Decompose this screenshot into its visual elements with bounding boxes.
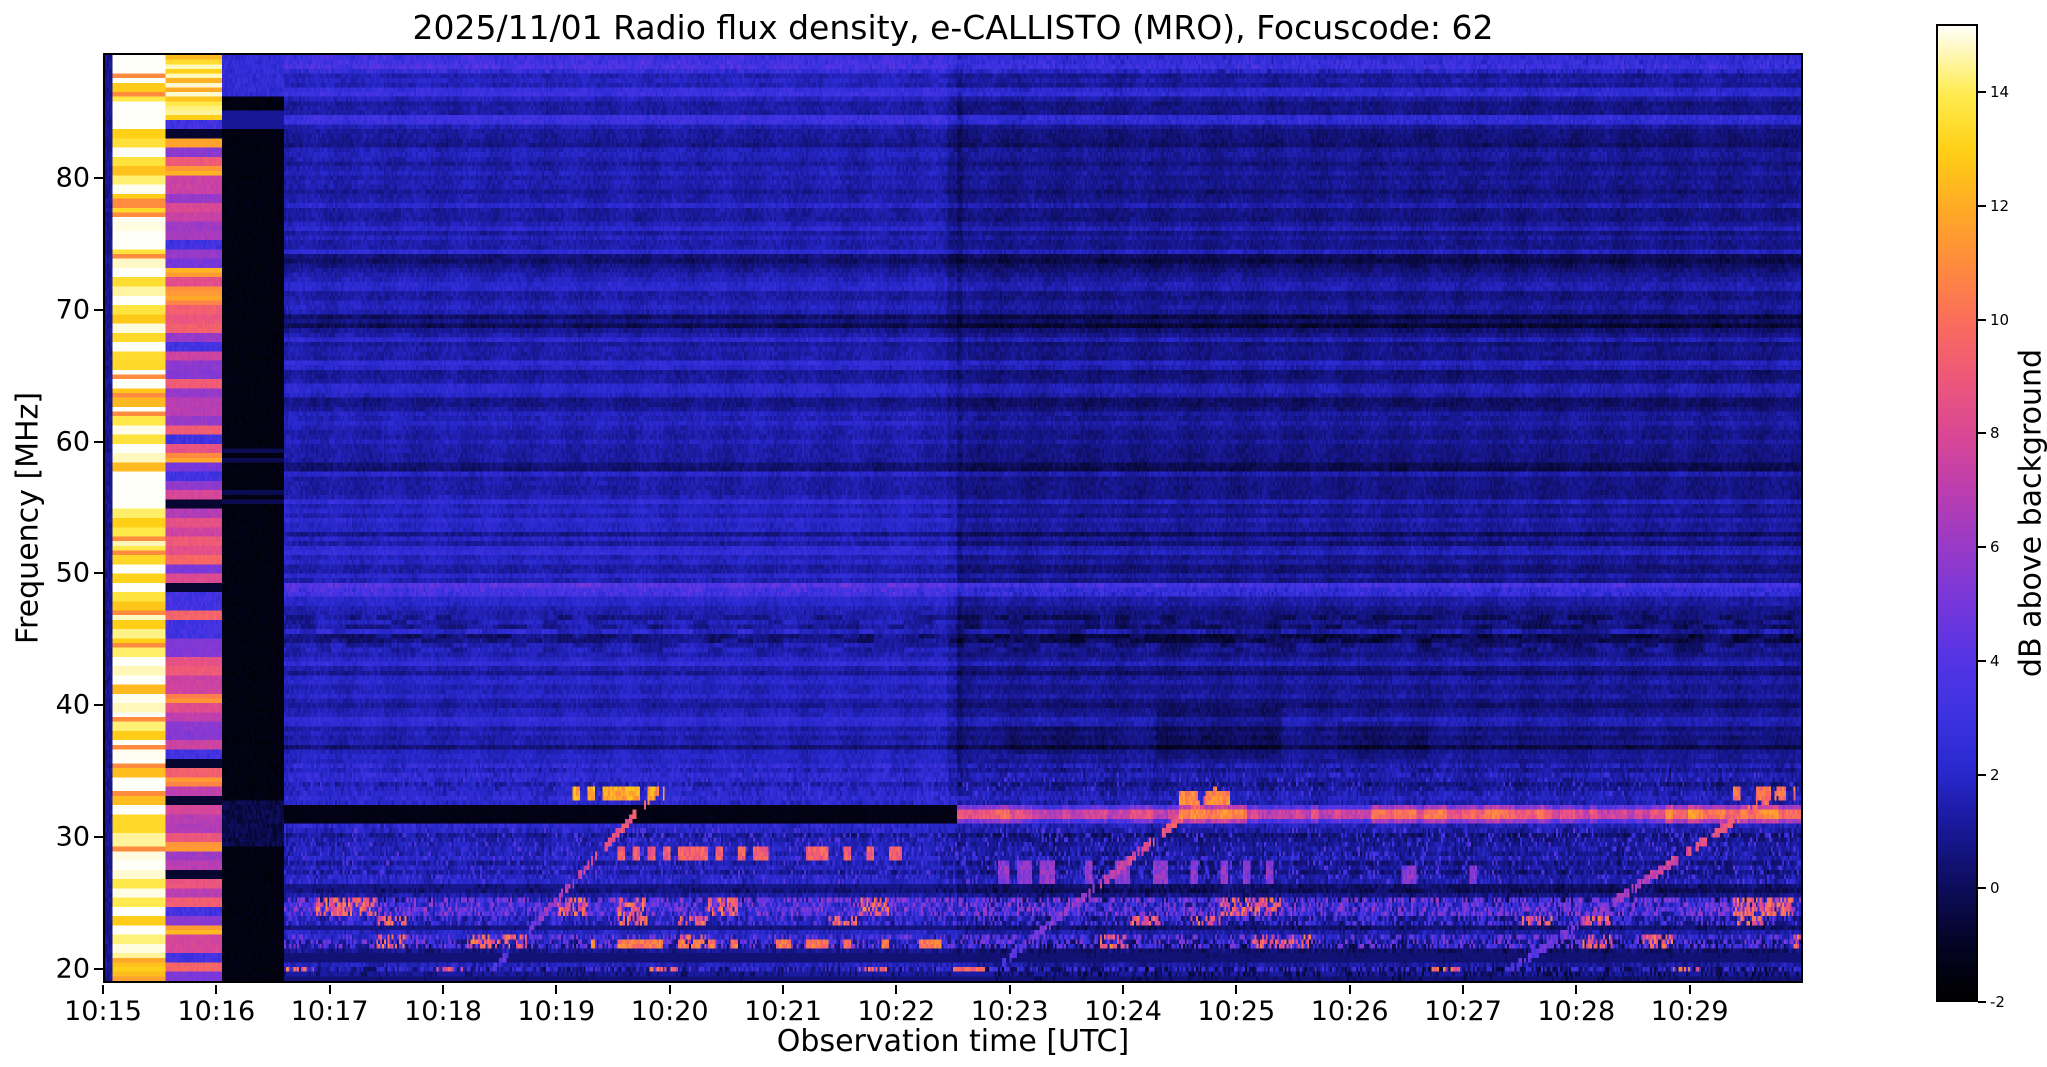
x-tick-mark [668, 985, 671, 994]
colorbar-tick-label: -2 [1990, 993, 2005, 1011]
colorbar [1936, 24, 1978, 1002]
colorbar-tick-label: 12 [1990, 196, 2010, 215]
colorbar-tick-mark [1978, 1001, 1986, 1003]
y-tick-label: 20 [55, 953, 90, 984]
x-tick-mark [1462, 985, 1464, 994]
colorbar-tick-mark [1978, 318, 1986, 321]
x-tick-label: 10:17 [290, 996, 369, 1027]
x-tick-label: 10:28 [1537, 996, 1616, 1027]
x-tick-mark [1348, 985, 1351, 994]
x-tick-label: 10:19 [517, 996, 596, 1027]
x-tick-mark [555, 985, 558, 994]
y-tick-label: 50 [55, 557, 90, 589]
x-tick-mark [328, 985, 331, 994]
colorbar-tick-label: 2 [1990, 765, 2000, 784]
y-tick-label: 40 [55, 689, 90, 721]
colorbar-tick-mark [1978, 91, 1986, 94]
colorbar-tick-label: 14 [1990, 83, 2010, 102]
x-tick-mark [1008, 985, 1011, 994]
x-tick-mark [895, 985, 898, 994]
colorbar-tick-mark [1978, 204, 1986, 207]
x-axis-label: Observation time [UTC] [776, 1024, 1130, 1059]
y-tick-label: 70 [55, 294, 90, 326]
colorbar-tick-mark [1978, 659, 1986, 662]
x-tick-mark [102, 985, 104, 994]
colorbar-tick-label: 6 [1990, 538, 2000, 557]
y-tick-mark [94, 177, 103, 180]
spectrogram-canvas [105, 55, 1801, 981]
chart-title: 2025/11/01 Radio flux density, e-CALLIST… [412, 8, 1494, 47]
colorbar-tick-mark [1978, 546, 1986, 549]
x-tick-label: 10:21 [744, 996, 822, 1027]
colorbar-tick-label: 10 [1990, 310, 2010, 329]
x-tick-label: 10:18 [404, 996, 482, 1027]
x-tick-label: 10:20 [630, 996, 709, 1027]
colorbar-canvas [1938, 26, 1976, 1000]
y-tick-mark [94, 835, 103, 838]
x-tick-mark [1122, 985, 1124, 994]
y-tick-label: 30 [55, 821, 90, 853]
y-tick-mark [94, 967, 103, 970]
colorbar-tick-label: 8 [1990, 424, 2000, 443]
x-tick-label: 10:27 [1424, 996, 1502, 1027]
colorbar-tick-label: 4 [1990, 651, 2000, 670]
x-tick-label: 10:29 [1650, 996, 1729, 1027]
colorbar-tick-mark [1978, 432, 1986, 435]
x-tick-label: 10:24 [1084, 996, 1162, 1027]
x-tick-mark [1688, 985, 1691, 994]
colorbar-tick-label: 0 [1990, 879, 2000, 898]
x-tick-label: 10:15 [64, 996, 142, 1027]
y-axis-label: Frequency [MHz] [10, 391, 46, 645]
x-tick-label: 10:22 [857, 996, 936, 1027]
x-tick-mark [215, 985, 218, 994]
x-tick-label: 10:23 [970, 996, 1049, 1027]
x-tick-label: 10:26 [1310, 996, 1389, 1027]
x-tick-label: 10:25 [1197, 996, 1276, 1027]
y-tick-mark [94, 308, 103, 311]
x-tick-mark [442, 985, 444, 994]
x-tick-mark [782, 985, 784, 994]
x-tick-label: 10:16 [177, 996, 256, 1027]
y-tick-mark [94, 572, 103, 575]
y-tick-label: 60 [55, 426, 90, 458]
x-tick-mark [1235, 985, 1238, 994]
y-tick-mark [94, 704, 103, 707]
x-tick-mark [1575, 985, 1578, 994]
y-tick-label: 80 [55, 162, 90, 194]
plot-area [103, 53, 1803, 983]
colorbar-tick-mark [1978, 887, 1986, 890]
colorbar-tick-mark [1978, 773, 1986, 776]
y-tick-mark [94, 440, 103, 443]
colorbar-label: dB above background [2013, 348, 2047, 678]
